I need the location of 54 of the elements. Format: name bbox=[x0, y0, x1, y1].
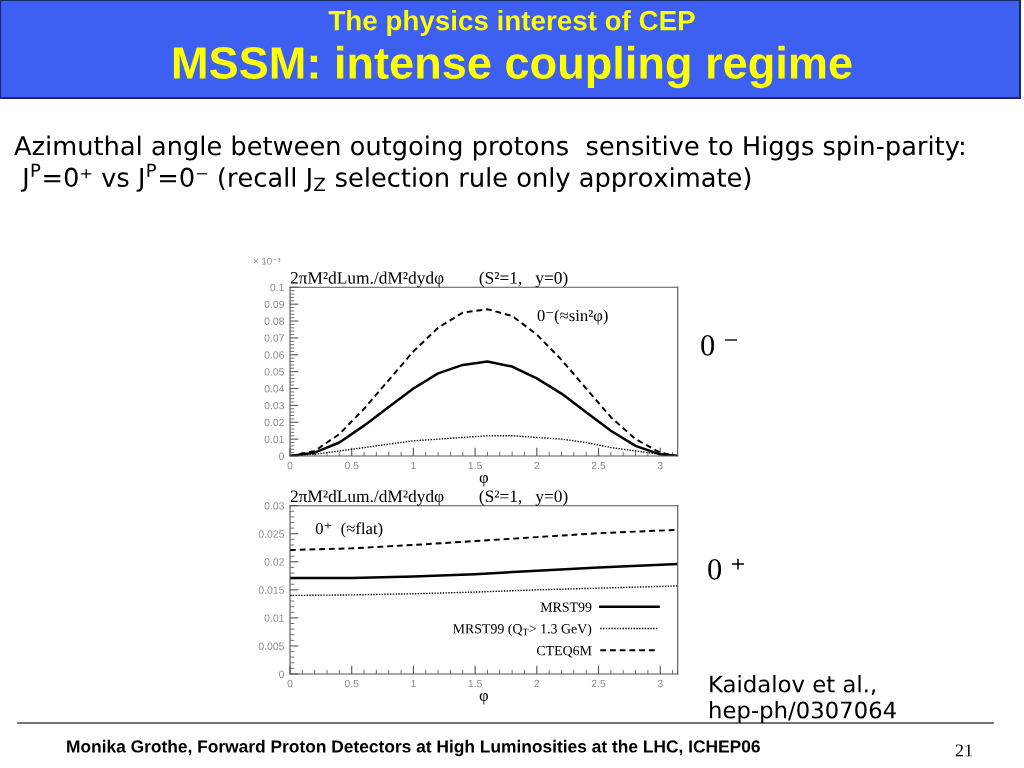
y-tick-label: 0.07 bbox=[264, 334, 284, 342]
legend-label: MRST99 bbox=[540, 602, 592, 612]
x-tick-label: 3 bbox=[657, 679, 663, 688]
y-tick-label: 0.01 bbox=[264, 614, 284, 622]
x-tick-label: 0 bbox=[287, 679, 293, 688]
y-tick-label: 0.025 bbox=[258, 530, 285, 538]
text: hep-ph/0307064 bbox=[710, 700, 896, 724]
y-tick-label: 0.02 bbox=[264, 418, 284, 427]
x-tick-label: 0 bbox=[287, 461, 293, 470]
x-axis-title: φ bbox=[479, 474, 489, 487]
x-tick-label: 3 bbox=[657, 461, 663, 470]
annotation: 0⁻(≈sin²φ) bbox=[537, 309, 608, 325]
x-tick-label: 2 bbox=[534, 461, 540, 470]
x-tick-label: 1 bbox=[411, 679, 416, 688]
y-tick-label: 0.04 bbox=[264, 385, 285, 393]
annotation: 0⁺ (≈flat) bbox=[315, 522, 383, 538]
text: Monika Grothe, Forward Proton Detectors at High Luminosities at the LHC, ICHEP06 bbox=[67, 739, 760, 757]
y-tick-label: 0.02 bbox=[264, 558, 284, 566]
legend-label: CTEQ6M bbox=[536, 645, 592, 658]
line-series bbox=[290, 562, 678, 580]
x-tick-label: 1.5 bbox=[468, 679, 482, 688]
text: The physics interest of CEP bbox=[328, 10, 695, 36]
text: J$^{P}$=0⁺ vs J$^{P}$=0⁻ (recall J$_{Z}$ selection rule only approximate) bbox=[20, 163, 751, 193]
y-tick-label: 0.03 bbox=[264, 502, 284, 510]
y-tick-label: 0.03 bbox=[264, 401, 284, 410]
text: 0 ⁺ bbox=[708, 558, 744, 580]
y-tick-label: 0.005 bbox=[258, 642, 285, 650]
chart-title: 2πM²dLum./dM²dydφ (S²=1, y=0) bbox=[290, 489, 568, 506]
text: MSSM: intense coupling regime bbox=[173, 45, 852, 89]
x-tick-label: 1.5 bbox=[468, 461, 482, 470]
x-tick-label: 0.5 bbox=[344, 461, 359, 470]
y-tick-label: 0.06 bbox=[264, 351, 284, 359]
y-tick-label: 0.05 bbox=[264, 368, 285, 376]
text: Azimuthal angle between outgoing protons sensitive to Higgs spin-parity: bbox=[14, 135, 964, 161]
y-tick-label: 0.08 bbox=[264, 317, 284, 325]
text: 0 ⁻ bbox=[701, 335, 737, 356]
y-tick-label: 0.01 bbox=[264, 435, 284, 444]
y-tick-label: 0 bbox=[279, 452, 285, 460]
text: × 10⁻³ bbox=[253, 257, 281, 265]
x-axis-title: φ bbox=[479, 692, 489, 705]
y-tick-label: 0.09 bbox=[264, 300, 284, 309]
x-tick-label: 2.5 bbox=[591, 679, 606, 688]
x-tick-label: 0.5 bbox=[344, 679, 359, 688]
chart-title: 2πM²dLum./dM²dydφ (S²=1, y=0) bbox=[290, 271, 568, 288]
legend-label: MRST99 (Q$_{T}$> 1.3 GeV) bbox=[453, 623, 592, 637]
x-tick-label: 1 bbox=[411, 461, 416, 470]
x-tick-label: 2 bbox=[534, 679, 540, 688]
y-tick-label: 0.015 bbox=[258, 586, 285, 594]
text: Kaidalov et al., bbox=[710, 674, 875, 695]
x-tick-label: 2.5 bbox=[591, 461, 606, 470]
y-tick-label: 0.1 bbox=[270, 283, 284, 292]
line-series bbox=[290, 585, 678, 597]
text: 21 bbox=[955, 744, 972, 757]
y-tick-label: 0 bbox=[279, 670, 285, 678]
